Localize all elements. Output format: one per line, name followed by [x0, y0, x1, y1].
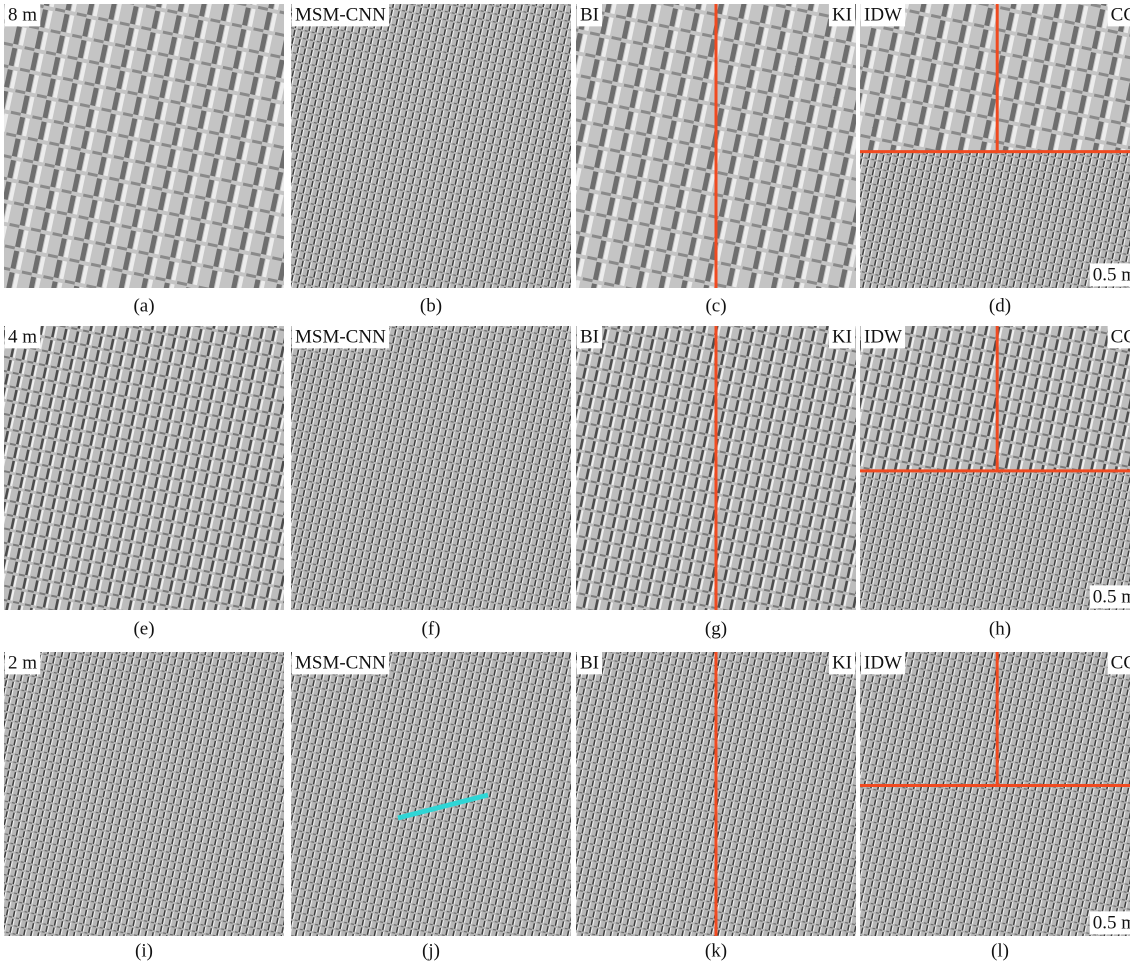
panel-tag: KI [832, 652, 852, 673]
panel-caption: (e) [133, 618, 154, 639]
hillshade-image [860, 785, 1130, 936]
figure: 8 m (a) MSM-CNN (b) BI KI (c) IDW CC 0.5 m (d) 4 m (… [0, 0, 1130, 962]
panel-caption: (c) [705, 295, 726, 316]
hillshade-image [860, 152, 1130, 288]
panel-tag: IDW [864, 326, 902, 347]
hillshade-image [291, 652, 571, 936]
panel-caption: (f) [422, 618, 441, 639]
panel-tag: IDW [864, 4, 902, 25]
panel-tag: 0.5 m [1093, 586, 1130, 607]
panel-caption: (d) [989, 295, 1011, 316]
panel-tag: MSM-CNN [295, 326, 386, 347]
panel-caption: (l) [991, 940, 1009, 961]
panel-tag: 4 m [8, 326, 37, 347]
panel-tag: KI [832, 4, 852, 25]
panel-tag: BI [580, 326, 599, 347]
hillshade-image [4, 652, 284, 936]
panel-tag: KI [832, 326, 852, 347]
hillshade-image [4, 326, 284, 610]
panel-tag: 8 m [8, 4, 37, 25]
panel-tag: 2 m [8, 652, 37, 673]
panel-tag: CC [1111, 652, 1130, 673]
hillshade-image [291, 326, 571, 610]
panel-caption: (i) [135, 940, 153, 961]
panel-caption: (h) [989, 618, 1011, 639]
panel-caption: (b) [420, 295, 442, 316]
panel-tag: MSM-CNN [295, 652, 386, 673]
hillshade-image [4, 4, 284, 288]
panel-caption: (a) [133, 295, 154, 316]
hillshade-image [860, 471, 1130, 610]
panel-tag: CC [1111, 326, 1130, 347]
panel-tag: 0.5 m [1093, 912, 1130, 933]
panel-caption: (k) [705, 940, 727, 961]
panel-tag: 0.5 m [1093, 264, 1130, 285]
panel-tag: BI [580, 652, 599, 673]
panel-tag: IDW [864, 652, 902, 673]
panel-caption: (g) [705, 618, 727, 639]
panel-caption: (j) [422, 940, 440, 961]
panel-tag: BI [580, 4, 599, 25]
panel-tag: CC [1111, 4, 1130, 25]
hillshade-image [291, 4, 571, 288]
panel-tag: MSM-CNN [295, 4, 386, 25]
